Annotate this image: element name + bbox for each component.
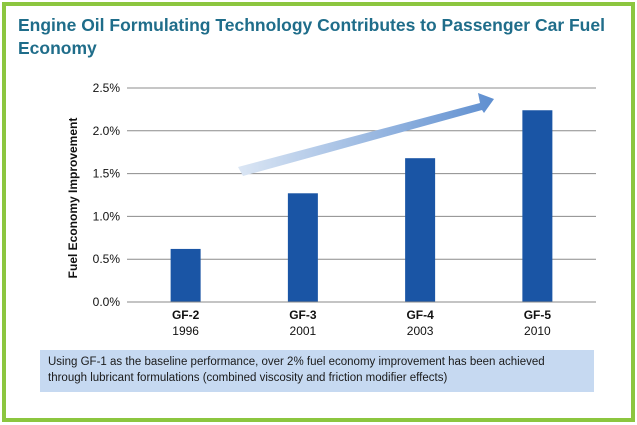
y-tick-labels: 0.0% 0.5% 1.0% 1.5% 2.0% 2.5% [93,81,121,309]
grid-lines [127,87,596,260]
x-year-label: 1996 [172,324,199,338]
note-box: Using GF-1 as the baseline performance, … [40,350,594,392]
x-category-label: GF-3 [289,308,317,322]
y-tick-label: 1.5% [93,167,121,181]
x-category-labels: GF-2 1996 GF-3 2001 GF-4 2003 GF-5 2010 [172,308,551,338]
y-tick-label: 0.5% [93,252,121,266]
x-category-label: GF-2 [172,308,200,322]
x-category-label: GF-5 [524,308,552,322]
trend-arrow [238,93,494,176]
x-year-label: 2003 [407,324,434,338]
x-category-label: GF-4 [406,308,434,322]
y-tick-label: 2.5% [93,81,121,95]
bar-gf-5 [522,110,553,302]
bar-gf-2 [170,248,201,302]
x-year-label: 2001 [290,324,317,338]
trend-arrow-icon [238,93,494,176]
y-axis-title: Fuel Economy Improvement [66,118,80,279]
y-tick-label: 2.0% [93,124,121,138]
bars [170,110,553,302]
y-tick-label: 0.0% [93,295,121,309]
bar-gf-4 [405,158,436,302]
chart-title: Engine Oil Formulating Technology Contri… [18,15,605,58]
y-tick-label: 1.0% [93,209,121,223]
x-year-label: 2010 [524,324,551,338]
bar-gf-3 [287,193,318,302]
